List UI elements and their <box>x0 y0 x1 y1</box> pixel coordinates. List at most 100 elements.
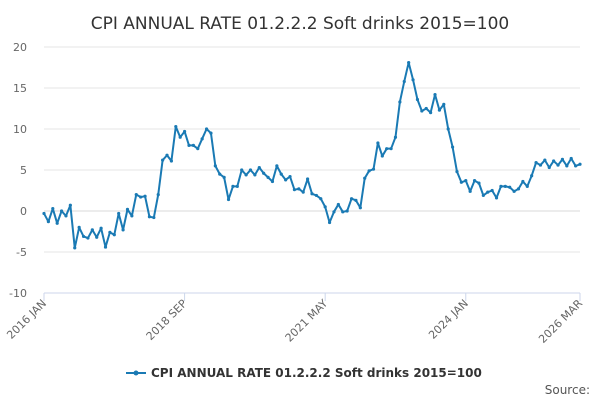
data-point[interactable] <box>64 214 68 218</box>
data-point[interactable] <box>143 194 147 198</box>
data-point[interactable] <box>51 206 55 211</box>
data-point[interactable] <box>393 135 398 139</box>
data-point[interactable] <box>327 220 332 225</box>
data-point[interactable] <box>231 184 235 188</box>
data-point[interactable] <box>424 106 428 111</box>
data-point[interactable] <box>560 157 565 161</box>
data-point[interactable] <box>187 143 191 147</box>
data-point[interactable] <box>218 172 222 176</box>
data-point[interactable] <box>204 127 209 131</box>
data-point[interactable] <box>306 177 310 181</box>
data-point[interactable] <box>499 184 503 188</box>
data-point[interactable] <box>420 109 424 113</box>
data-point[interactable] <box>415 97 420 102</box>
data-point[interactable] <box>161 158 165 162</box>
data-point[interactable] <box>81 234 86 239</box>
data-point[interactable] <box>310 192 314 196</box>
data-point[interactable] <box>354 198 358 202</box>
data-point[interactable] <box>481 193 485 198</box>
data-point[interactable] <box>477 181 481 185</box>
data-point[interactable] <box>464 179 468 183</box>
data-point[interactable] <box>508 185 512 189</box>
data-point[interactable] <box>222 175 226 179</box>
data-point[interactable] <box>121 228 125 232</box>
data-point[interactable] <box>494 196 499 200</box>
data-point[interactable] <box>411 78 415 82</box>
data-point[interactable] <box>147 215 152 219</box>
data-point[interactable] <box>341 210 345 214</box>
data-point[interactable] <box>314 193 318 198</box>
data-point[interactable] <box>95 235 99 239</box>
data-point[interactable] <box>547 165 551 170</box>
data-point[interactable] <box>112 233 116 237</box>
data-point[interactable] <box>385 147 389 151</box>
data-point[interactable] <box>450 145 455 149</box>
data-point[interactable] <box>68 203 72 207</box>
data-point[interactable] <box>262 171 266 175</box>
data-point[interactable] <box>139 195 143 199</box>
data-point[interactable] <box>270 179 275 184</box>
data-point[interactable] <box>301 190 305 194</box>
data-point[interactable] <box>468 189 472 193</box>
data-point[interactable] <box>191 143 195 147</box>
data-point[interactable] <box>503 184 507 188</box>
data-point[interactable] <box>565 164 569 168</box>
data-point[interactable] <box>182 129 187 134</box>
data-point[interactable] <box>156 193 160 197</box>
data-point[interactable] <box>99 226 103 230</box>
plot-area[interactable] <box>42 60 582 250</box>
data-point[interactable] <box>226 197 231 202</box>
data-point[interactable] <box>556 163 560 167</box>
data-point[interactable] <box>86 236 90 240</box>
data-point[interactable] <box>433 92 437 97</box>
data-point[interactable] <box>319 197 323 201</box>
data-point[interactable] <box>130 214 134 218</box>
data-point[interactable] <box>512 189 516 193</box>
data-point[interactable] <box>169 159 174 163</box>
data-point[interactable] <box>248 168 253 172</box>
data-point[interactable] <box>134 193 138 197</box>
data-point[interactable] <box>490 188 494 193</box>
data-point[interactable] <box>358 206 362 210</box>
data-point[interactable] <box>103 245 108 249</box>
data-point[interactable] <box>398 100 402 104</box>
data-point[interactable] <box>73 246 77 250</box>
data-point[interactable] <box>288 174 292 179</box>
data-point[interactable] <box>275 164 279 168</box>
data-point[interactable] <box>459 180 463 184</box>
data-point[interactable] <box>297 187 301 191</box>
data-point[interactable] <box>42 211 46 216</box>
data-point[interactable] <box>402 79 406 84</box>
data-point[interactable] <box>200 137 204 141</box>
data-point[interactable] <box>90 228 94 232</box>
data-point[interactable] <box>569 156 573 161</box>
data-point[interactable] <box>521 179 525 184</box>
data-point[interactable] <box>534 161 538 165</box>
series-line[interactable] <box>43 61 581 249</box>
data-point[interactable] <box>209 131 213 135</box>
data-point[interactable] <box>389 147 393 151</box>
data-point[interactable] <box>77 225 81 229</box>
data-point[interactable] <box>59 209 64 213</box>
data-point[interactable] <box>117 211 121 216</box>
data-point[interactable] <box>292 188 297 192</box>
data-point[interactable] <box>437 108 442 112</box>
data-point[interactable] <box>455 170 459 174</box>
data-point[interactable] <box>244 173 248 177</box>
data-point[interactable] <box>174 124 178 129</box>
data-point[interactable] <box>266 175 270 179</box>
data-point[interactable] <box>363 176 367 180</box>
data-point[interactable] <box>380 154 384 158</box>
data-point[interactable] <box>552 159 556 163</box>
data-point[interactable] <box>178 135 182 139</box>
data-point[interactable] <box>323 205 327 209</box>
data-point[interactable] <box>284 178 288 182</box>
data-point[interactable] <box>257 165 261 170</box>
data-point[interactable] <box>108 230 112 234</box>
data-point[interactable] <box>574 164 578 168</box>
data-point[interactable] <box>336 202 340 207</box>
data-point[interactable] <box>55 221 59 225</box>
data-point[interactable] <box>253 173 257 177</box>
data-point[interactable] <box>367 169 371 173</box>
data-point[interactable] <box>472 179 477 183</box>
